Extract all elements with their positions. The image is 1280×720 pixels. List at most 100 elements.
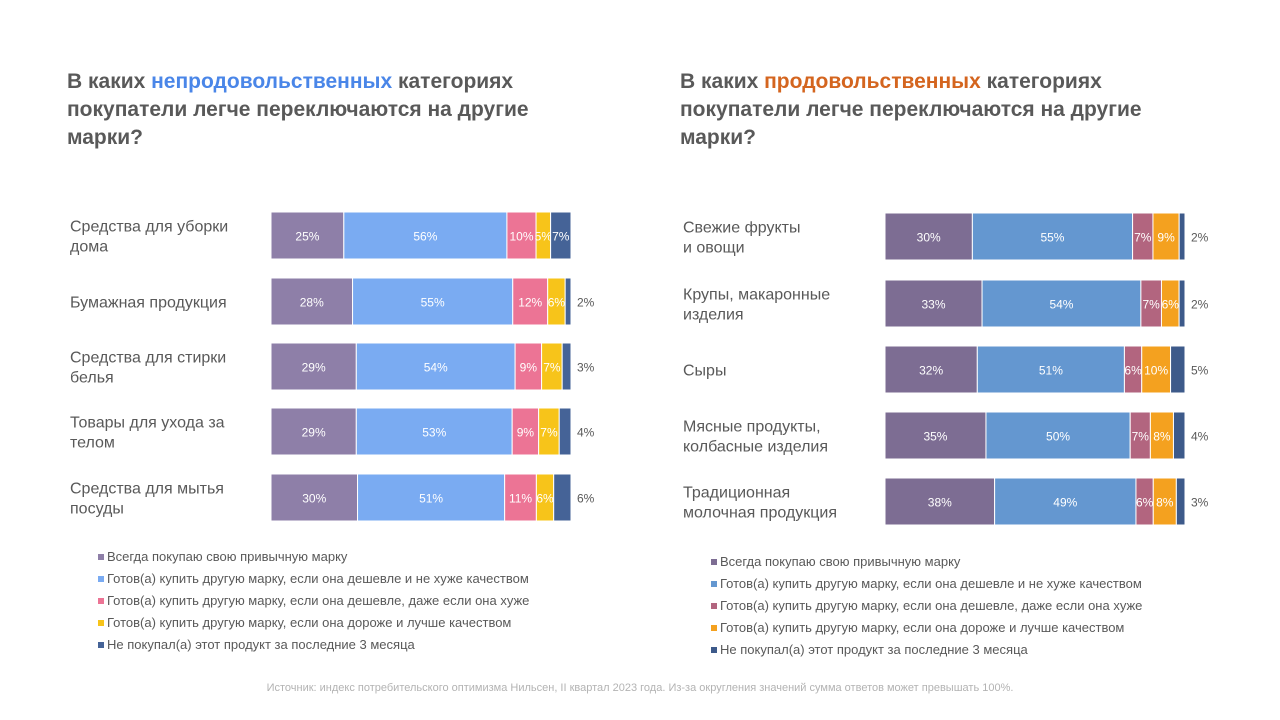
right-data-label: 32% xyxy=(919,364,943,378)
right-legend-label: Не покупал(а) этот продукт за последние … xyxy=(720,642,1029,657)
right-panel-title: В каких продовольственных категориях пок… xyxy=(680,68,1200,152)
right-category-label: изделия xyxy=(683,307,744,324)
left-bar-segment xyxy=(512,277,549,326)
right-category-label: молочная продукция xyxy=(683,505,837,522)
right-data-label: 2% xyxy=(1191,298,1209,312)
right-legend-label: Всегда покупаю свою привычную марку xyxy=(720,554,961,569)
left-data-label: 7% xyxy=(543,361,561,375)
left-data-label: 12% xyxy=(518,296,542,310)
left-data-label: 54% xyxy=(424,361,448,375)
right-bar-segment xyxy=(1170,345,1186,394)
source-footnote: Источник: индекс потребительского оптими… xyxy=(266,682,1014,694)
left-bar-segment xyxy=(270,342,357,391)
left-data-label: 10% xyxy=(509,230,533,244)
right-data-label: 51% xyxy=(1039,364,1063,378)
left-category-label: Средства для мытья xyxy=(70,481,224,498)
left-data-label: 9% xyxy=(517,426,535,440)
right-data-label: 7% xyxy=(1132,430,1150,444)
left-bar-segment xyxy=(270,277,354,326)
right-legend-label: Готов(а) купить другую марку, если она д… xyxy=(720,576,1142,591)
right-data-label: 55% xyxy=(1040,231,1064,245)
left-legend-swatch xyxy=(98,598,104,604)
left-data-label: 5% xyxy=(535,230,553,244)
left-data-label: 53% xyxy=(422,426,446,440)
left-data-label: 28% xyxy=(300,296,324,310)
left-legend-swatch xyxy=(98,642,104,648)
right-category-label: Сыры xyxy=(683,363,726,380)
left-category-label: Бумажная продукция xyxy=(70,295,227,312)
right-bar-segment xyxy=(1152,212,1180,261)
left-title-highlight: непродовольственных xyxy=(151,70,393,93)
right-data-label: 8% xyxy=(1156,496,1174,510)
left-data-label: 30% xyxy=(302,492,326,506)
left-data-label: 2% xyxy=(577,296,595,310)
right-data-label: 6% xyxy=(1136,496,1154,510)
left-bar-segment xyxy=(352,277,514,326)
left-title-prefix: В каких xyxy=(67,70,152,93)
right-bar-segment xyxy=(1175,477,1186,526)
left-legend-label: Готов(а) купить другую марку, если она д… xyxy=(107,615,511,630)
right-legend-swatch xyxy=(711,647,717,653)
right-bar-segment xyxy=(1141,345,1172,394)
right-data-label: 50% xyxy=(1046,430,1070,444)
right-bar-segment xyxy=(971,212,1134,261)
left-legend-label: Готов(а) купить другую марку, если она д… xyxy=(107,593,529,608)
left-data-label: 3% xyxy=(577,361,595,375)
left-bar-segment xyxy=(504,473,537,522)
right-data-label: 8% xyxy=(1153,430,1171,444)
left-data-label: 56% xyxy=(413,230,437,244)
left-bar-segment xyxy=(355,407,513,456)
right-data-label: 35% xyxy=(923,430,947,444)
left-legend-label: Готов(а) купить другую марку, если она д… xyxy=(107,571,529,586)
right-legend-swatch xyxy=(711,603,717,609)
left-data-label: 6% xyxy=(536,492,554,506)
right-bar-segment xyxy=(1172,411,1186,460)
left-bar-segment xyxy=(514,342,543,391)
left-data-label: 11% xyxy=(509,492,532,506)
left-data-label: 4% xyxy=(577,426,595,440)
left-category-label: Товары для ухода за xyxy=(70,415,225,432)
left-bar-segment xyxy=(553,473,572,522)
right-category-label: Мясные продукты, xyxy=(683,419,821,436)
left-legend-label: Не покупал(а) этот продукт за последние … xyxy=(107,637,416,652)
right-data-label: 2% xyxy=(1191,231,1209,245)
right-bar-segment xyxy=(884,411,987,460)
left-bar-segment xyxy=(550,211,572,260)
right-legend-swatch xyxy=(711,559,717,565)
right-category-label: и овощи xyxy=(683,240,745,257)
right-legend-swatch xyxy=(711,581,717,587)
right-title-prefix: В каких xyxy=(680,70,765,93)
right-data-label: 7% xyxy=(1134,231,1152,245)
right-data-label: 30% xyxy=(917,231,941,245)
left-category-label: посуды xyxy=(70,501,124,518)
right-category-label: Традиционная xyxy=(683,485,790,502)
left-data-label: 29% xyxy=(302,361,326,375)
right-data-label: 33% xyxy=(922,298,946,312)
right-category-label: Свежие фрукты xyxy=(683,220,800,237)
right-legend-label: Готов(а) купить другую марку, если она д… xyxy=(720,598,1142,613)
right-data-label: 3% xyxy=(1191,496,1209,510)
right-bar-segment xyxy=(994,477,1137,526)
right-bar-segment xyxy=(1178,279,1186,328)
left-bar-segment xyxy=(511,407,540,456)
left-bar-segment xyxy=(564,277,572,326)
left-data-label: 6% xyxy=(577,492,595,506)
left-panel-title: В каких непродовольственных категориях п… xyxy=(67,68,587,152)
left-data-label: 6% xyxy=(548,296,566,310)
right-bar-segment xyxy=(1178,212,1186,261)
left-legend-label: Всегда покупаю свою привычную марку xyxy=(107,549,348,564)
left-legend-swatch xyxy=(98,620,104,626)
right-data-label: 38% xyxy=(928,496,952,510)
left-category-label: белья xyxy=(70,370,114,387)
right-title-suffix: категориях покупатели легче переключаютс… xyxy=(680,70,1142,149)
left-data-label: 9% xyxy=(520,361,538,375)
right-data-label: 6% xyxy=(1124,364,1142,378)
right-data-label: 5% xyxy=(1191,364,1209,378)
right-bar-segment xyxy=(985,411,1131,460)
left-category-label: дома xyxy=(70,239,108,256)
left-bar-segment xyxy=(270,473,359,522)
left-data-label: 25% xyxy=(295,230,319,244)
right-data-label: 6% xyxy=(1162,298,1180,312)
right-legend-label: Готов(а) купить другую марку, если она д… xyxy=(720,620,1124,635)
left-bar-segment xyxy=(270,407,357,456)
